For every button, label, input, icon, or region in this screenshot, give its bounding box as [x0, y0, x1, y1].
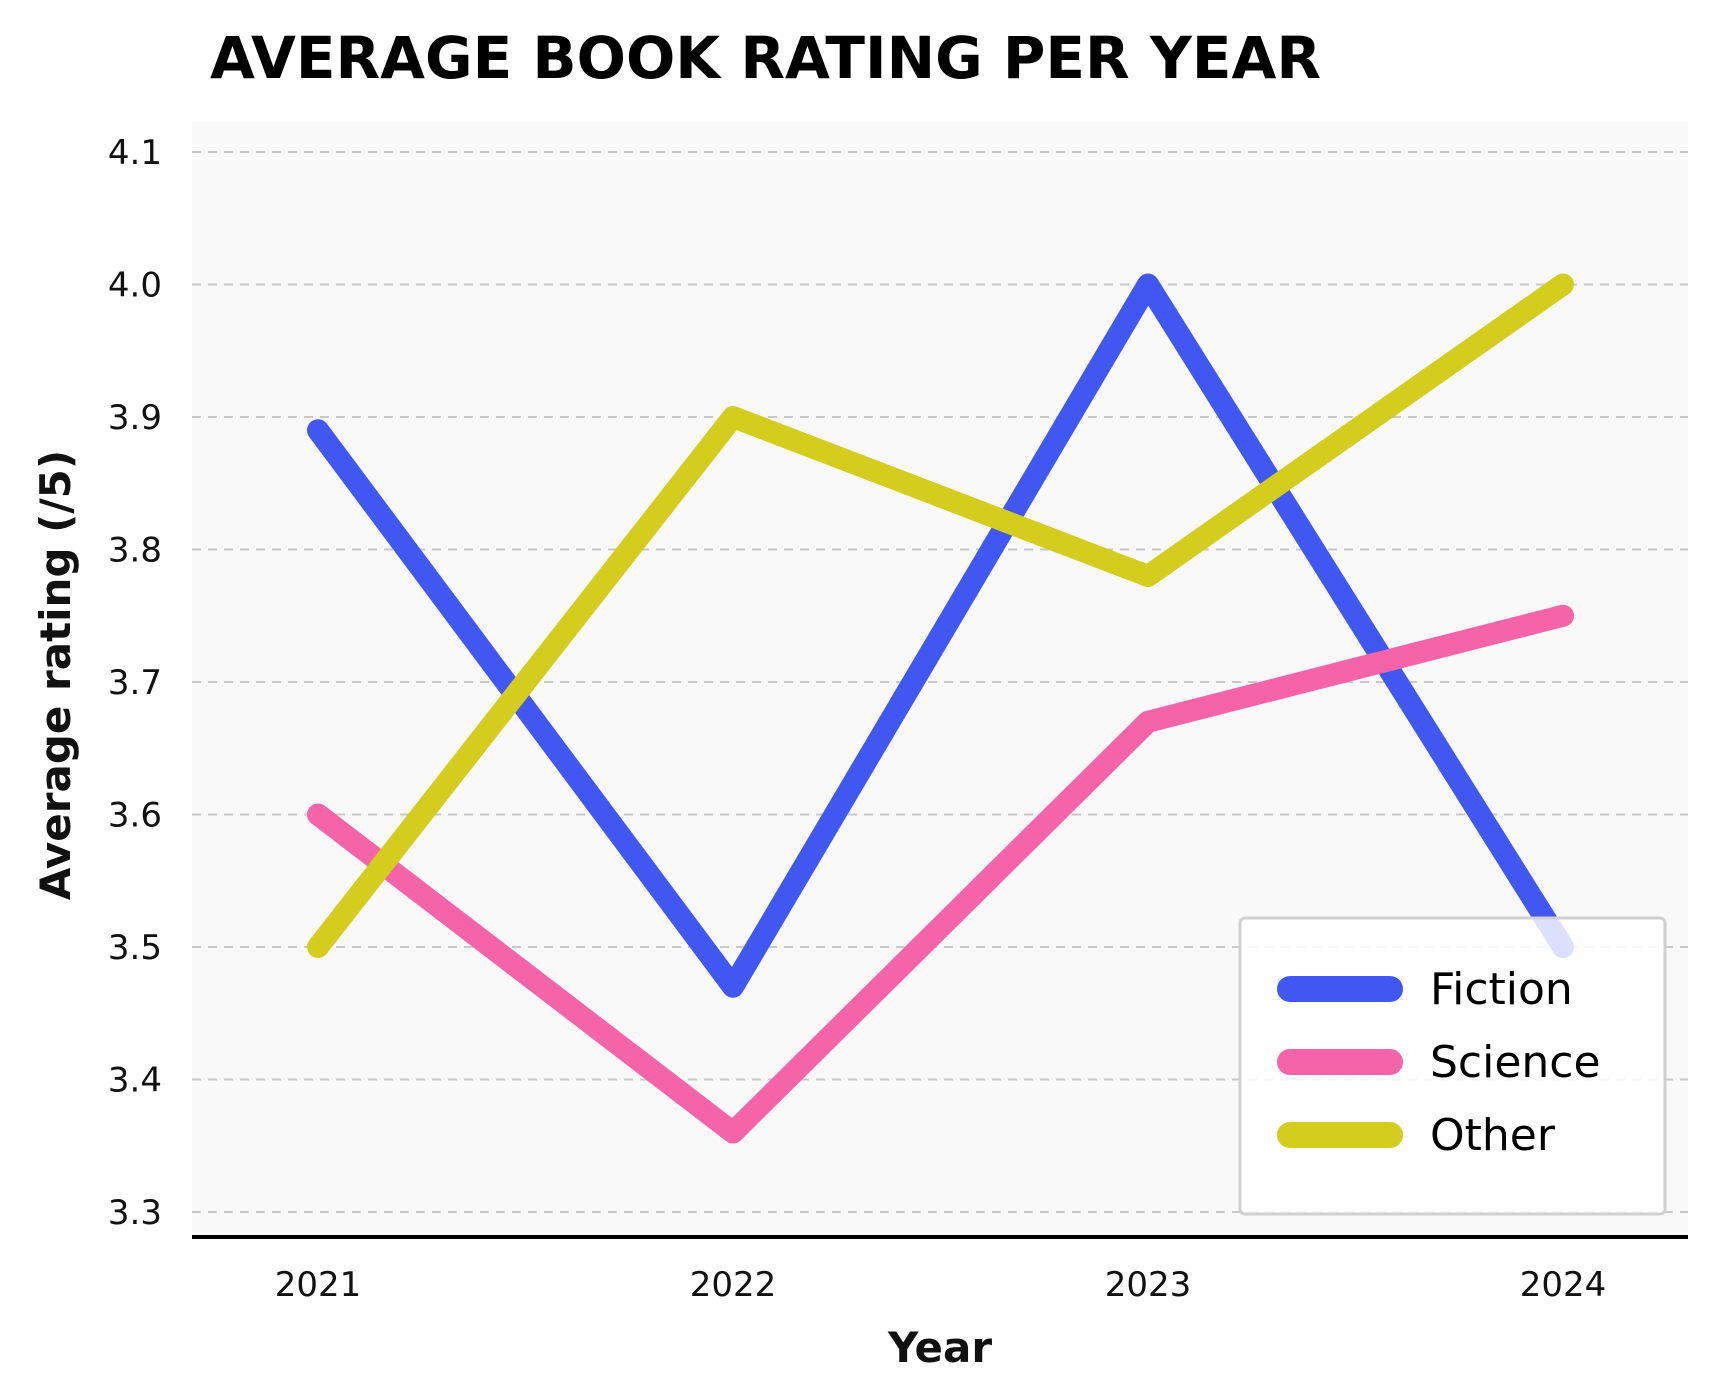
data-point-other	[1145, 573, 1151, 579]
data-point-science	[1560, 612, 1566, 619]
legend-label-science: Science	[1430, 1037, 1601, 1088]
legend-label-fiction: Fiction	[1430, 964, 1573, 1015]
x-axis-label: Year	[887, 1323, 992, 1372]
y-tick-labels: 4.1 4.0 3.9 3.8 3.7 3.6 3.5 3.4 3.3	[108, 133, 162, 1233]
y-tick-label: 3.6	[108, 796, 162, 836]
y-axis-label: Average rating (/5)	[31, 450, 80, 900]
data-point-other	[315, 944, 321, 950]
series-line-fiction	[307, 273, 1574, 998]
x-tick-label: 2024	[1520, 1265, 1607, 1305]
x-tick-label: 2022	[690, 1265, 777, 1305]
data-point-fiction	[315, 427, 321, 434]
data-point-science	[315, 811, 321, 818]
data-point-other	[730, 414, 736, 420]
legend-label-other: Other	[1430, 1110, 1556, 1161]
x-tick-label: 2023	[1105, 1265, 1192, 1305]
y-tick-label: 3.8	[108, 531, 162, 571]
series-line-other	[307, 273, 1574, 958]
y-tick-label: 3.5	[108, 928, 162, 968]
y-tick-label: 3.4	[108, 1061, 162, 1101]
data-point-science	[1145, 718, 1151, 725]
chart-title: AVERAGE BOOK RATING PER YEAR	[210, 24, 1321, 92]
series-line-science	[307, 604, 1574, 1144]
data-point-fiction	[730, 983, 736, 990]
y-tick-label: 3.3	[108, 1193, 162, 1233]
y-tick-label: 4.1	[108, 133, 162, 173]
x-tick-labels: 2021 2022 2023 2024	[275, 1265, 1607, 1305]
y-tick-label: 3.7	[108, 663, 162, 703]
y-tick-label: 3.9	[108, 398, 162, 438]
series-lines	[307, 273, 1574, 1144]
legend: Fiction Science Other	[1238, 916, 1667, 1216]
data-point-fiction	[1145, 281, 1151, 288]
y-tick-label: 4.0	[108, 266, 162, 306]
x-tick-label: 2021	[275, 1265, 362, 1305]
data-point-other	[1560, 281, 1566, 288]
data-point-science	[730, 1129, 736, 1136]
